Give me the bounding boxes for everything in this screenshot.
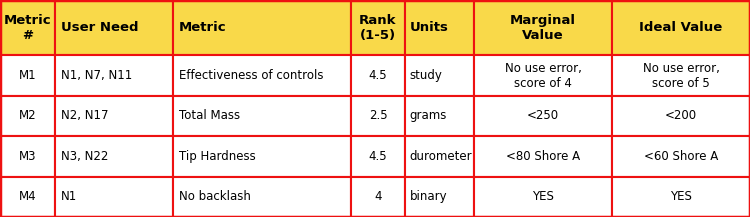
- Bar: [0, 96, 55, 136]
- Text: Units: Units: [410, 21, 448, 34]
- Text: Effectiveness of controls: Effectiveness of controls: [179, 69, 324, 82]
- Bar: [0, 55, 55, 96]
- Bar: [55, 55, 173, 96]
- Bar: [0, 136, 55, 177]
- Text: N1, N7, N11: N1, N7, N11: [61, 69, 132, 82]
- Bar: [0, 0, 55, 55]
- Bar: [173, 136, 351, 177]
- Text: <60 Shore A: <60 Shore A: [644, 150, 718, 163]
- Bar: [612, 136, 750, 177]
- Bar: [474, 96, 612, 136]
- Text: Rank
(1-5): Rank (1-5): [359, 14, 397, 42]
- Bar: [612, 177, 750, 217]
- Text: Ideal Value: Ideal Value: [639, 21, 722, 34]
- Bar: [351, 96, 405, 136]
- Text: User Need: User Need: [61, 21, 138, 34]
- Bar: [612, 96, 750, 136]
- Text: Metric
#: Metric #: [4, 14, 51, 42]
- Bar: [173, 55, 351, 96]
- Text: No use error,
score of 4: No use error, score of 4: [505, 62, 581, 90]
- Text: Tip Hardness: Tip Hardness: [179, 150, 256, 163]
- Bar: [405, 177, 474, 217]
- Text: 2.5: 2.5: [369, 109, 387, 122]
- Bar: [351, 0, 405, 55]
- Bar: [474, 0, 612, 55]
- Bar: [55, 96, 173, 136]
- Bar: [612, 0, 750, 55]
- Bar: [405, 136, 474, 177]
- Text: M3: M3: [19, 150, 36, 163]
- Bar: [405, 96, 474, 136]
- Text: YES: YES: [532, 190, 554, 203]
- Text: M4: M4: [19, 190, 36, 203]
- Bar: [0, 177, 55, 217]
- Text: study: study: [410, 69, 442, 82]
- Text: N3, N22: N3, N22: [61, 150, 108, 163]
- Bar: [173, 96, 351, 136]
- Bar: [351, 136, 405, 177]
- Bar: [405, 0, 474, 55]
- Bar: [55, 0, 173, 55]
- Text: Total Mass: Total Mass: [179, 109, 240, 122]
- Text: <80 Shore A: <80 Shore A: [506, 150, 580, 163]
- Text: Metric: Metric: [179, 21, 226, 34]
- Bar: [173, 177, 351, 217]
- Text: M1: M1: [19, 69, 36, 82]
- Bar: [55, 177, 173, 217]
- Text: grams: grams: [410, 109, 447, 122]
- Text: YES: YES: [670, 190, 692, 203]
- Bar: [474, 177, 612, 217]
- Bar: [474, 136, 612, 177]
- Text: No backlash: No backlash: [179, 190, 251, 203]
- Bar: [351, 55, 405, 96]
- Text: M2: M2: [19, 109, 36, 122]
- Text: binary: binary: [410, 190, 447, 203]
- Text: 4.5: 4.5: [369, 150, 387, 163]
- Text: No use error,
score of 5: No use error, score of 5: [643, 62, 719, 90]
- Bar: [405, 55, 474, 96]
- Bar: [55, 136, 173, 177]
- Bar: [173, 0, 351, 55]
- Text: <250: <250: [527, 109, 559, 122]
- Bar: [612, 55, 750, 96]
- Bar: [474, 55, 612, 96]
- Text: Marginal
Value: Marginal Value: [510, 14, 576, 42]
- Text: durometer: durometer: [410, 150, 472, 163]
- Text: 4.5: 4.5: [369, 69, 387, 82]
- Text: N2, N17: N2, N17: [61, 109, 108, 122]
- Text: <200: <200: [665, 109, 697, 122]
- Bar: [351, 177, 405, 217]
- Text: N1: N1: [61, 190, 77, 203]
- Text: 4: 4: [374, 190, 382, 203]
